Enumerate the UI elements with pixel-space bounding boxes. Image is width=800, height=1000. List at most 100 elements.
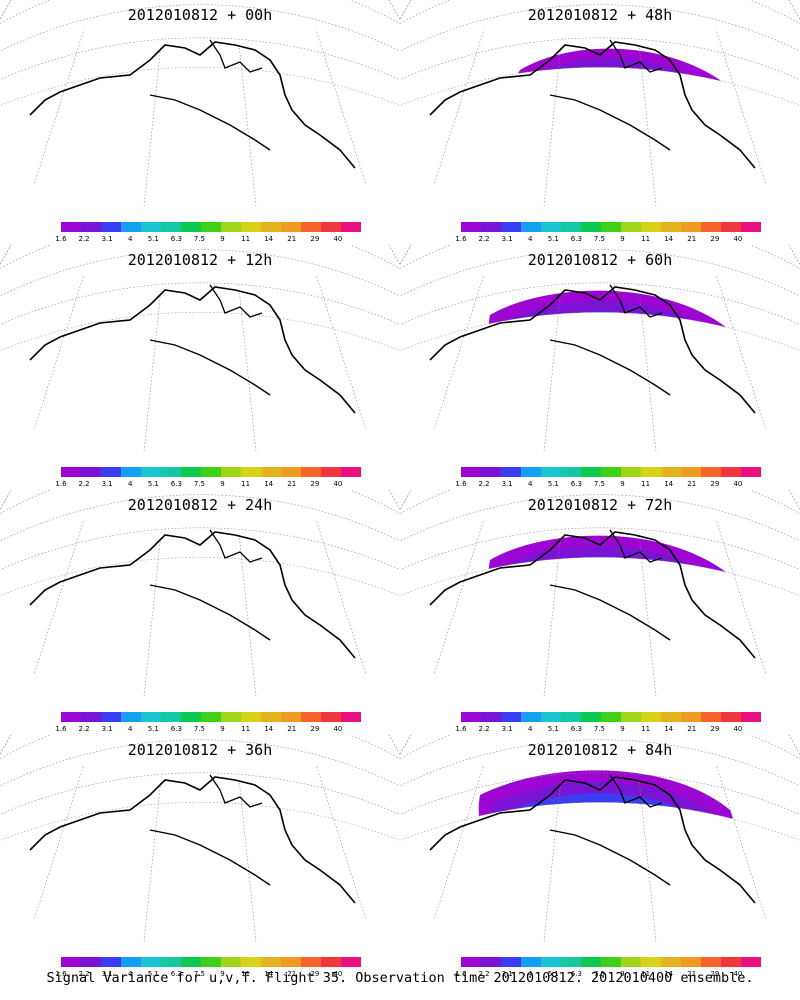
variance-contour	[561, 598, 659, 629]
longitude-gridline	[543, 47, 561, 208]
colorbar-swatch	[461, 467, 481, 477]
colorbar-swatch	[561, 467, 581, 477]
colorbar-swatch	[261, 957, 281, 967]
colorbar-tick-label: 14	[664, 725, 674, 733]
variance-contour	[585, 619, 635, 629]
colorbar-swatch	[101, 712, 121, 722]
latitude-gridline	[0, 37, 400, 80]
colorbar-swatch	[701, 222, 721, 232]
longitude-gridline	[316, 31, 367, 185]
colorbar-swatch	[681, 467, 701, 477]
colorbar-tick-label: 4	[127, 970, 133, 978]
colorbar-swatch	[601, 222, 621, 232]
colorbar-swatch	[241, 467, 261, 477]
colorbar-tick-label: 7.5	[593, 970, 606, 978]
colorbar-tick-label: 3.1	[501, 235, 513, 243]
colorbar-swatch	[541, 467, 561, 477]
variance-contour	[140, 111, 229, 139]
colorbar-swatch	[181, 222, 201, 232]
longitude-gridline	[316, 521, 367, 675]
colorbar-swatch	[461, 712, 481, 722]
colorbar-tick-label: 3.1	[101, 480, 113, 488]
colorbar-swatch	[141, 957, 161, 967]
colorbar-tick-label: 21	[287, 235, 297, 243]
colorbar-swatch	[661, 467, 681, 477]
colorbar-tick-label: 7.5	[593, 235, 606, 243]
panel-title: 2012010812 + 24h	[127, 496, 273, 514]
colorbar-tick-label: 14	[264, 725, 274, 733]
coastline	[429, 776, 756, 904]
colorbar-swatch	[81, 957, 101, 967]
colorbar-swatch	[701, 957, 721, 967]
colorbar-tick-label: 5.1	[547, 235, 559, 243]
colorbar-swatch	[681, 957, 701, 967]
colorbar-swatch	[741, 222, 761, 232]
colorbar-tick-label: 40	[733, 970, 743, 978]
colorbar-swatch	[321, 467, 341, 477]
colorbar	[61, 957, 361, 967]
map-plot	[400, 735, 800, 943]
map-panel-24h: 2012010812 + 24h 1.6 2.2 3.1 4 5.1 6.3 7.5 9 11 1…	[0, 490, 400, 735]
colorbar-swatch	[741, 712, 761, 722]
colorbar-tick-label: 11	[641, 970, 651, 978]
colorbar-swatch	[581, 467, 601, 477]
colorbar-tick-label: 21	[687, 725, 697, 733]
colorbar-tick-label: 9	[220, 970, 225, 978]
colorbar-swatch	[161, 957, 181, 967]
colorbar-swatch	[581, 222, 601, 232]
latitude-gridline	[400, 494, 800, 542]
colorbar-tick-label: 1.6	[455, 970, 467, 978]
colorbar-swatch	[61, 222, 81, 232]
variance-contour	[552, 89, 678, 139]
latitude-gridline	[400, 249, 800, 297]
colorbar-swatch	[521, 712, 541, 722]
variance-contour	[570, 850, 648, 874]
longitude-gridline	[33, 31, 84, 185]
colorbar-tick-label: 4	[127, 235, 133, 243]
variance-contour	[154, 119, 225, 139]
colorbar-swatch	[561, 957, 581, 967]
colorbar-swatch	[61, 957, 81, 967]
colorbar-tick-label: 2.2	[78, 970, 90, 978]
variance-contour	[542, 79, 690, 139]
colorbar-tick-label: 11	[241, 970, 251, 978]
colorbar-tick-label: 6.3	[170, 725, 182, 733]
longitude-gridline	[716, 521, 767, 675]
colorbar-swatch	[301, 957, 321, 967]
colorbar-tick-label: 1.6	[55, 725, 67, 733]
colorbar-tick-label: 5.1	[547, 480, 559, 488]
latitude-gridline	[0, 282, 400, 325]
colorbar-tick-label: 14	[664, 970, 674, 978]
colorbar-tick-label: 7.5	[193, 235, 206, 243]
colorbar-tick-label: 6.3	[570, 970, 582, 978]
variance-contour	[585, 374, 635, 384]
colorbar-swatch	[461, 222, 481, 232]
colorbar-tick-label: 2.2	[478, 725, 490, 733]
colorbar-swatch	[241, 957, 261, 967]
latitude-gridline	[0, 527, 400, 570]
map-panel-84h: 2012010812 + 84h 1.6 2.2 3.1 4 5.1 6.3 7.5 9 11 1…	[400, 735, 800, 980]
colorbar-swatch	[241, 712, 261, 722]
colorbar-swatch	[621, 222, 641, 232]
panel-title: 2012010812 + 36h	[127, 741, 273, 759]
colorbar-tick-label: 40	[333, 235, 343, 243]
colorbar-swatch	[121, 712, 141, 722]
variance-contour	[143, 336, 243, 384]
island-outline	[609, 284, 663, 318]
colorbar-ticks: 1.6 2.2 3.1 4 5.1 6.3 7.5 9 11 14 21 29 40	[55, 725, 361, 735]
colorbar-tick-label: 14	[264, 235, 274, 243]
variance-contour	[512, 311, 708, 384]
colorbar-tick-label: 3.1	[501, 970, 513, 978]
colorbar-swatch	[261, 712, 281, 722]
colorbar-swatch	[521, 957, 541, 967]
island-outline	[609, 39, 663, 73]
colorbar-swatch	[641, 222, 661, 232]
longitude-gridline	[143, 537, 161, 698]
colorbar-tick-label: 11	[241, 725, 251, 733]
map-plot	[0, 490, 400, 698]
colorbar-swatch	[101, 222, 121, 232]
longitude-gridline	[543, 537, 561, 698]
colorbar-tick-label: 29	[310, 725, 320, 733]
coastline	[149, 94, 271, 151]
colorbar-tick-label: 3.1	[101, 235, 113, 243]
